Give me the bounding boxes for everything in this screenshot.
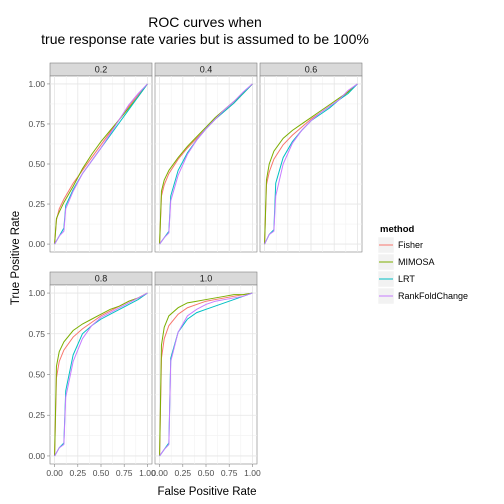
facet-panel-0.2: 0.2 0.00 0.25 0.50 0.75 1.00	[28, 62, 153, 253]
x-tick-label: 0.00	[151, 468, 168, 478]
facet-strip-label: 0.2	[95, 65, 108, 75]
roc-line-rankfoldchange	[54, 83, 148, 245]
facet-strip-label: 0.6	[305, 65, 318, 75]
y-tick-label: 0.75	[28, 329, 45, 339]
legend-label-mimosa: MIMOSA	[398, 257, 435, 267]
y-tick-label: 1.00	[28, 288, 45, 298]
legend-title: method	[380, 224, 415, 235]
facet-strip-label: 0.4	[200, 65, 213, 75]
y-tick-label: 0.50	[28, 159, 45, 169]
x-tick-label: 0.75	[221, 468, 238, 478]
legend-label-rankfoldchange: RankFoldChange	[398, 291, 468, 301]
x-tick-label: 0.25	[70, 468, 87, 478]
facet-strip-label: 1.0	[200, 274, 213, 284]
roc-line-rankfoldchange	[264, 83, 358, 245]
roc-line-mimosa	[54, 292, 148, 456]
roc-line-mimosa	[159, 292, 253, 456]
y-tick-label: 0.25	[28, 410, 45, 420]
y-tick-label: 0.00	[28, 451, 45, 461]
x-tick-label: 1.00	[244, 468, 261, 478]
x-tick-label: 0.75	[116, 468, 133, 478]
roc-line-mimosa	[54, 83, 148, 245]
roc-line-mimosa	[264, 83, 358, 245]
legend: method Fisher MIMOSA LRT RankFoldChange	[377, 224, 468, 305]
x-tick-label: 0.25	[175, 468, 192, 478]
y-tick-label: 0.00	[28, 239, 45, 249]
chart-title-line-1: ROC curves when	[148, 14, 262, 30]
y-tick-label: 0.75	[28, 119, 45, 129]
facet-panel-0.6: 0.6	[259, 62, 363, 253]
y-tick-label: 0.50	[28, 370, 45, 380]
x-tick-label: 0.50	[198, 468, 215, 478]
facet-panel-0.4: 0.4	[154, 62, 258, 253]
x-tick-label: 1.00	[139, 468, 156, 478]
facet-panel-1.0: 1.0 0.00 0.25 0.50 0.75 1.00	[151, 271, 261, 478]
roc-line-fisher	[54, 83, 148, 245]
x-axis-title: False Positive Rate	[157, 486, 256, 498]
facet-panels: 0.2 0.00 0.25 0.50 0.75 1.00 0.4 0.6 0.8 0.00 0.25…	[28, 62, 363, 478]
x-tick-label: 0.00	[46, 468, 63, 478]
legend-label-lrt: LRT	[398, 274, 415, 284]
y-tick-label: 0.25	[28, 199, 45, 209]
facet-strip-label: 0.8	[95, 274, 108, 284]
roc-line-rankfoldchange	[159, 292, 253, 457]
roc-line-rankfoldchange	[54, 292, 148, 457]
y-tick-label: 1.00	[28, 79, 45, 89]
y-axis-title: True Positive Rate	[10, 211, 22, 305]
roc-line-fisher	[159, 292, 253, 456]
x-tick-label: 0.50	[93, 468, 110, 478]
facet-panel-0.8: 0.8 0.00 0.25 0.50 0.75 1.00 0.00 0.25 0.50 0.75 1…	[28, 271, 156, 478]
legend-label-fisher: Fisher	[398, 240, 423, 250]
chart-title-line-2: true response rate varies but is assumed…	[41, 31, 369, 47]
roc-line-rankfoldchange	[159, 83, 253, 245]
